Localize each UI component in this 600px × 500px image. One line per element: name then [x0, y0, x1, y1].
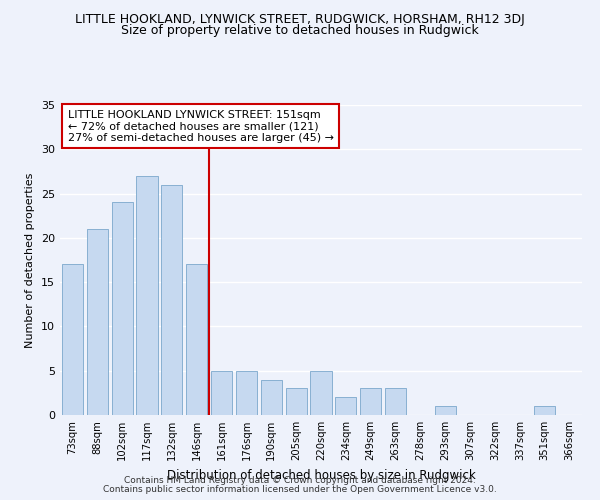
Bar: [112, 202, 133, 415]
X-axis label: Distribution of detached houses by size in Rudgwick: Distribution of detached houses by size …: [167, 468, 475, 481]
Y-axis label: Number of detached properties: Number of detached properties: [25, 172, 35, 348]
Bar: [261, 380, 282, 415]
Text: Size of property relative to detached houses in Rudgwick: Size of property relative to detached ho…: [121, 24, 479, 37]
Bar: [534, 406, 555, 415]
Bar: [335, 398, 356, 415]
Text: LITTLE HOOKLAND LYNWICK STREET: 151sqm
← 72% of detached houses are smaller (121: LITTLE HOOKLAND LYNWICK STREET: 151sqm ←…: [68, 110, 334, 143]
Bar: [286, 388, 307, 415]
Bar: [161, 184, 182, 415]
Bar: [62, 264, 83, 415]
Bar: [385, 388, 406, 415]
Bar: [186, 264, 207, 415]
Bar: [236, 370, 257, 415]
Bar: [310, 370, 332, 415]
Text: Contains public sector information licensed under the Open Government Licence v3: Contains public sector information licen…: [103, 485, 497, 494]
Text: Contains HM Land Registry data © Crown copyright and database right 2024.: Contains HM Land Registry data © Crown c…: [124, 476, 476, 485]
Bar: [360, 388, 381, 415]
Bar: [435, 406, 456, 415]
Bar: [87, 229, 108, 415]
Bar: [211, 370, 232, 415]
Text: LITTLE HOOKLAND, LYNWICK STREET, RUDGWICK, HORSHAM, RH12 3DJ: LITTLE HOOKLAND, LYNWICK STREET, RUDGWIC…: [75, 12, 525, 26]
Bar: [136, 176, 158, 415]
